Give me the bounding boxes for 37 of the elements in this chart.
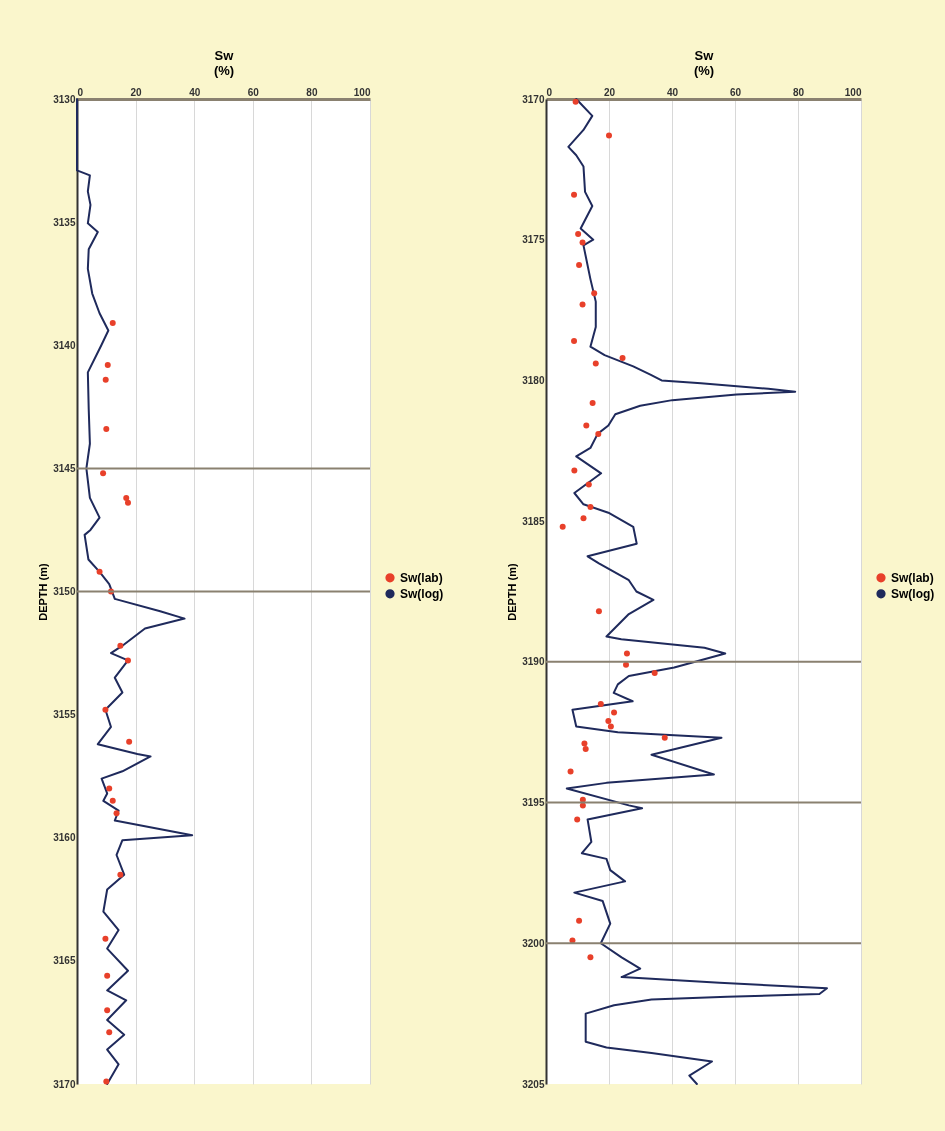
x-tick-label: 100 bbox=[844, 86, 862, 98]
y-tick-label: 3200 bbox=[522, 937, 545, 949]
x-axis-title: Sw (%) bbox=[693, 47, 715, 78]
y-axis-title: DEPTH (m) bbox=[506, 562, 519, 621]
x-tick-label: 0 bbox=[546, 86, 553, 98]
legend-label: Sw(log) bbox=[400, 586, 444, 601]
y-tick-label: 3150 bbox=[53, 586, 76, 597]
x-axis-title: Sw (%) bbox=[213, 47, 235, 78]
y-tick-label: 3130 bbox=[53, 93, 76, 105]
y-tick-label: 3160 bbox=[53, 832, 76, 844]
x-tick-label: 80 bbox=[792, 86, 805, 98]
y-tick-label: 3175 bbox=[522, 234, 545, 246]
y-axis-title: DEPTH (m) bbox=[37, 562, 50, 621]
legend-label: Sw(lab) bbox=[891, 570, 934, 585]
x-tick-label: 40 bbox=[666, 86, 679, 98]
y-tick-label: 3195 bbox=[522, 797, 545, 809]
y-tick-label: 3205 bbox=[522, 1078, 545, 1090]
y-tick-label: 3190 bbox=[522, 656, 545, 668]
y-tick-label: 3170 bbox=[53, 1078, 76, 1090]
x-tick-label: 20 bbox=[603, 86, 616, 98]
x-tick-label: 0 bbox=[77, 86, 84, 98]
x-tick-label: 60 bbox=[247, 86, 260, 98]
y-tick-label: 3170 bbox=[522, 93, 545, 105]
x-tick-label: 40 bbox=[189, 86, 201, 98]
y-tick-label: 3135 bbox=[53, 216, 76, 228]
y-tick-label: 3165 bbox=[53, 955, 76, 967]
legend-label: Sw(lab) bbox=[400, 570, 443, 585]
x-tick-label: 20 bbox=[130, 86, 143, 98]
x-tick-label: 60 bbox=[729, 86, 742, 98]
x-tick-label: 80 bbox=[306, 86, 318, 98]
y-tick-label: 3140 bbox=[53, 339, 76, 351]
x-tick-label: 100 bbox=[353, 86, 371, 98]
y-tick-label: 3185 bbox=[522, 515, 545, 527]
legend-label: Sw(log) bbox=[891, 586, 935, 601]
y-tick-label: 3145 bbox=[53, 462, 76, 474]
y-tick-label: 3155 bbox=[53, 709, 76, 721]
y-tick-label: 3180 bbox=[522, 374, 545, 386]
